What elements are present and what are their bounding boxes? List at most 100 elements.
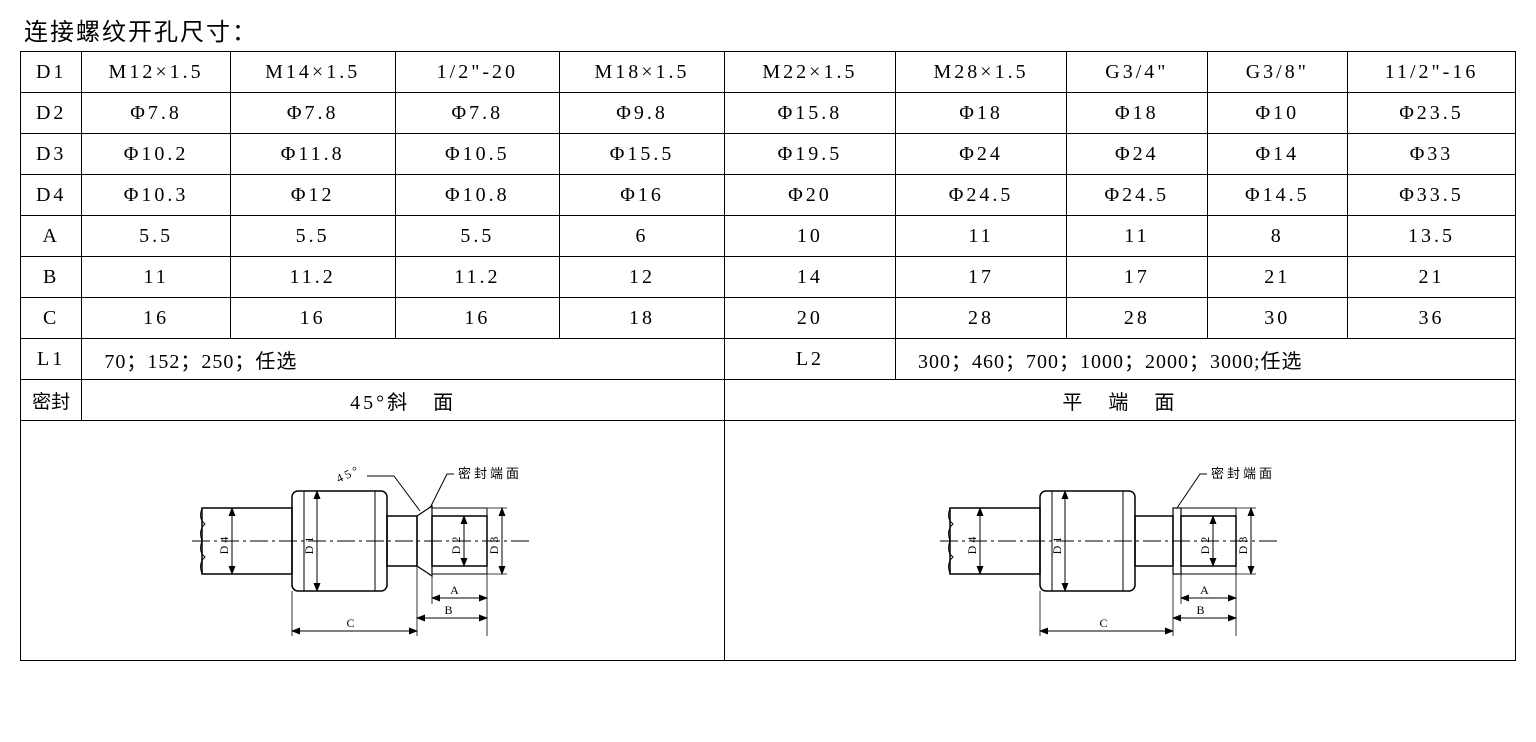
cell: Φ24 <box>895 134 1066 175</box>
angle-label: 45° <box>334 462 363 486</box>
row-header-d3: D3 <box>21 134 82 175</box>
row-header-b: B <box>21 257 82 298</box>
cell: Φ7.8 <box>395 93 560 134</box>
diagram-45deg: 45° 密封端面 D4 D1 D2 D3 <box>21 421 725 661</box>
a-label-r: A <box>1200 583 1212 597</box>
cell: 11.2 <box>230 257 395 298</box>
c-label-r: C <box>1099 616 1110 630</box>
cell: Φ7.8 <box>82 93 231 134</box>
l1-label: L1 <box>21 339 82 380</box>
cell: M28×1.5 <box>895 52 1066 93</box>
cell: Φ7.8 <box>230 93 395 134</box>
cell: 11 <box>82 257 231 298</box>
row-header-c: C <box>21 298 82 339</box>
d4-label: D4 <box>217 533 231 554</box>
cell: Φ9.8 <box>560 93 725 134</box>
cell: Φ10.5 <box>395 134 560 175</box>
d2-label: D2 <box>449 533 463 554</box>
cell: M22×1.5 <box>724 52 895 93</box>
table-row: D3 Φ10.2 Φ11.8 Φ10.5 Φ15.5 Φ19.5 Φ24 Φ24… <box>21 134 1516 175</box>
cell: 10 <box>724 216 895 257</box>
cell: Φ24.5 <box>1067 175 1207 216</box>
d3-label-r: D3 <box>1236 533 1250 554</box>
cell: Φ15.8 <box>724 93 895 134</box>
seal-label: 密封 <box>21 380 82 421</box>
cell: Φ19.5 <box>724 134 895 175</box>
seal-right: 平 端 面 <box>724 380 1515 421</box>
cell: Φ14.5 <box>1207 175 1347 216</box>
cell: 12 <box>560 257 725 298</box>
cell: 6 <box>560 216 725 257</box>
row-header-a: A <box>21 216 82 257</box>
cell: Φ24 <box>1067 134 1207 175</box>
cell: 18 <box>560 298 725 339</box>
diagram-45deg-svg: 45° 密封端面 D4 D1 D2 D3 <box>162 436 582 646</box>
cell: M12×1.5 <box>82 52 231 93</box>
cell: Φ16 <box>560 175 725 216</box>
cell: G3/8" <box>1207 52 1347 93</box>
cell: 5.5 <box>395 216 560 257</box>
seal-face-label: 密封端面 <box>458 466 522 481</box>
d3-label: D3 <box>487 533 501 554</box>
cell: M14×1.5 <box>230 52 395 93</box>
diagram-row: 45° 密封端面 D4 D1 D2 D3 <box>21 421 1516 661</box>
cell: M18×1.5 <box>560 52 725 93</box>
cell: G3/4" <box>1067 52 1207 93</box>
cell: 28 <box>895 298 1066 339</box>
cell: Φ10.3 <box>82 175 231 216</box>
d1-label-r: D1 <box>1050 533 1064 554</box>
cell: Φ10.8 <box>395 175 560 216</box>
cell: 5.5 <box>230 216 395 257</box>
seal-left: 45°斜 面 <box>82 380 725 421</box>
seal-face-label-r: 密封端面 <box>1211 466 1275 481</box>
d4-label-r: D4 <box>965 533 979 554</box>
cell: 11 <box>895 216 1066 257</box>
c-label: C <box>347 616 358 630</box>
l2-value: 300；460；700；1000；2000；3000;任选 <box>895 339 1515 380</box>
cell: 21 <box>1207 257 1347 298</box>
cell: Φ23.5 <box>1348 93 1516 134</box>
cell: Φ15.5 <box>560 134 725 175</box>
table-row: B 11 11.2 11.2 12 14 17 17 21 21 <box>21 257 1516 298</box>
d2-label-r: D2 <box>1198 533 1212 554</box>
cell: 11/2"-16 <box>1348 52 1516 93</box>
table-row-l1-l2: L1 70；152；250；任选 L2 300；460；700；1000；200… <box>21 339 1516 380</box>
cell: 16 <box>230 298 395 339</box>
cell: 20 <box>724 298 895 339</box>
cell: 17 <box>1067 257 1207 298</box>
cell: Φ24.5 <box>895 175 1066 216</box>
table-row: D4 Φ10.3 Φ12 Φ10.8 Φ16 Φ20 Φ24.5 Φ24.5 Φ… <box>21 175 1516 216</box>
cell: Φ12 <box>230 175 395 216</box>
cell: Φ20 <box>724 175 895 216</box>
cell: Φ18 <box>895 93 1066 134</box>
cell: 5.5 <box>82 216 231 257</box>
cell: Φ18 <box>1067 93 1207 134</box>
cell: 28 <box>1067 298 1207 339</box>
row-header-d4: D4 <box>21 175 82 216</box>
d1-label: D1 <box>302 533 316 554</box>
table-row: D2 Φ7.8 Φ7.8 Φ7.8 Φ9.8 Φ15.8 Φ18 Φ18 Φ10… <box>21 93 1516 134</box>
cell: 8 <box>1207 216 1347 257</box>
cell: 30 <box>1207 298 1347 339</box>
cell: 36 <box>1348 298 1516 339</box>
table-row: A 5.5 5.5 5.5 6 10 11 11 8 13.5 <box>21 216 1516 257</box>
cell: Φ11.8 <box>230 134 395 175</box>
diagram-flat: 密封端面 D4 D1 D2 D3 <box>724 421 1515 661</box>
thread-bore-size-table: D1 M12×1.5 M14×1.5 1/2"-20 M18×1.5 M22×1… <box>20 51 1516 661</box>
a-label: A <box>451 583 463 597</box>
l1-value: 70；152；250；任选 <box>82 339 725 380</box>
table-row-seal: 密封 45°斜 面 平 端 面 <box>21 380 1516 421</box>
cell: 14 <box>724 257 895 298</box>
cell: Φ14 <box>1207 134 1347 175</box>
table-row: D1 M12×1.5 M14×1.5 1/2"-20 M18×1.5 M22×1… <box>21 52 1516 93</box>
cell: Φ10 <box>1207 93 1347 134</box>
l2-label: L2 <box>724 339 895 380</box>
diagram-flat-svg: 密封端面 D4 D1 D2 D3 <box>910 436 1330 646</box>
table-row: C 16 16 16 18 20 28 28 30 36 <box>21 298 1516 339</box>
cell: 13.5 <box>1348 216 1516 257</box>
cell: Φ33.5 <box>1348 175 1516 216</box>
cell: 11.2 <box>395 257 560 298</box>
b-label: B <box>445 603 456 617</box>
row-header-d1: D1 <box>21 52 82 93</box>
row-header-d2: D2 <box>21 93 82 134</box>
